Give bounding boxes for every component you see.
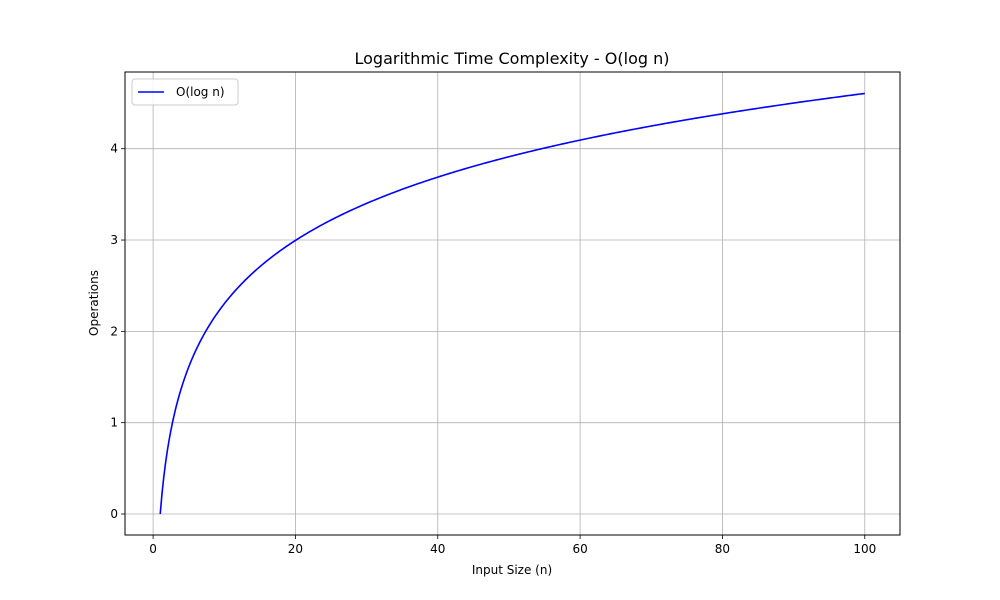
x-tick-label: 100	[853, 542, 876, 556]
grid	[125, 72, 900, 535]
x-tick-label: 20	[288, 542, 303, 556]
y-axis-label: Operations	[87, 270, 101, 336]
series-line-O(log n)	[159, 92, 865, 515]
x-axis-ticks: 0 20 40 60 80 100	[149, 535, 876, 556]
y-axis-ticks: 0 1 2 3 4	[110, 142, 125, 521]
x-tick-label: 80	[715, 542, 730, 556]
legend-label: O(log n)	[176, 85, 225, 99]
x-tick-label: 40	[430, 542, 445, 556]
y-tick-label: 1	[110, 416, 118, 430]
legend-box	[131, 78, 239, 106]
chart-title: Logarithmic Time Complexity - O(log n)	[355, 49, 670, 68]
series-layer	[159, 92, 865, 515]
x-tick-label: 60	[572, 542, 587, 556]
y-tick-label: 3	[110, 233, 118, 247]
plot-frame	[124, 71, 901, 536]
x-axis-label: Input Size (n)	[472, 563, 552, 577]
y-tick-label: 4	[110, 142, 118, 156]
y-tick-label: 0	[110, 507, 118, 521]
y-tick-label: 2	[110, 324, 118, 338]
legend: O(log n)	[131, 78, 239, 106]
x-tick-label: 0	[149, 542, 157, 556]
